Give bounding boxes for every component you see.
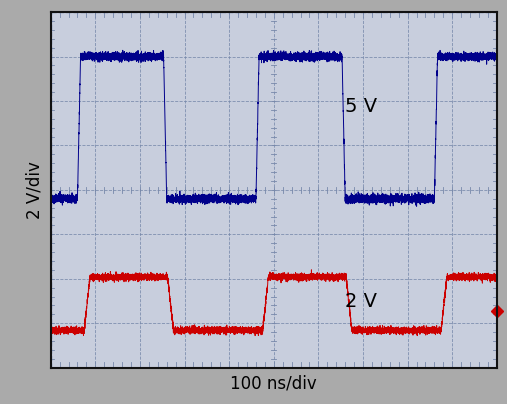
Text: 5 V: 5 V xyxy=(345,97,377,116)
Y-axis label: 2 V/div: 2 V/div xyxy=(26,161,44,219)
X-axis label: 100 ns/div: 100 ns/div xyxy=(230,375,317,393)
Text: 2 V: 2 V xyxy=(345,292,377,311)
